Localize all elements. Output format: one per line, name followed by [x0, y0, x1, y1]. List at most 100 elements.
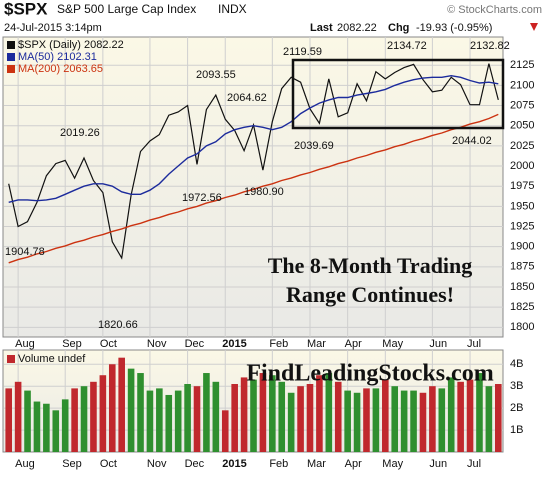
volume-bar [485, 386, 493, 452]
legend-swatch [7, 53, 15, 61]
volume-bar [118, 357, 125, 452]
y-tick-label: 1875 [510, 261, 534, 273]
volume-bar [287, 392, 295, 452]
legend-label: MA(50) 2102.31 [18, 51, 97, 63]
y-tick-label: 2000 [510, 160, 534, 172]
watermark: FindLeadingStocks.com [246, 361, 493, 387]
volume-bar [14, 381, 22, 452]
volume-bar [61, 399, 69, 452]
x-tick-label: Mar [307, 458, 326, 470]
legend-swatch [7, 355, 15, 363]
price-annotation: 2119.59 [283, 46, 322, 58]
volume-bar [52, 410, 60, 452]
volume-bar [447, 377, 455, 452]
volume-bar [269, 375, 276, 452]
volume-bar [193, 386, 201, 452]
x-tick-label: Sep [62, 458, 82, 470]
volume-bar [108, 364, 116, 452]
x-tick-label: Apr [345, 338, 362, 350]
volume-bar [231, 384, 238, 452]
volume-bar [494, 384, 502, 452]
volume-bar [174, 390, 182, 452]
exchange: INDX [218, 2, 247, 16]
x-tick-label: Nov [147, 458, 167, 470]
x-tick-label: Aug [15, 338, 35, 350]
callout-line: The 8-Month Trading [268, 253, 473, 278]
y-tick-label: 2075 [510, 99, 534, 111]
price-line [8, 74, 499, 203]
x-tick-label: Feb [269, 338, 288, 350]
legend-label: Volume undef [18, 353, 86, 365]
x-tick-label: May [382, 338, 403, 350]
x-tick-label: Jun [429, 458, 447, 470]
price-annotation: 1820.66 [98, 319, 138, 331]
x-tick-label: Feb [269, 458, 288, 470]
volume-bar [372, 388, 380, 452]
price-annotation: 1972.56 [182, 192, 222, 204]
volume-bar [127, 368, 135, 452]
y-tick-label: 1925 [510, 220, 534, 232]
volume-bar [297, 386, 304, 452]
volume-bar [221, 410, 229, 452]
volume-bar [344, 390, 351, 452]
datetime: 24-Jul-2015 3:14pm [4, 22, 102, 34]
volume-bar [391, 386, 399, 452]
volume-bar [438, 388, 446, 452]
last-value: 2082.22 [337, 22, 377, 34]
x-tick-label: Nov [147, 338, 167, 350]
volume-bar [203, 373, 210, 452]
credit: © StockCharts.com [447, 4, 542, 16]
x-tick-label: Dec [185, 458, 205, 470]
volume-bar [476, 373, 483, 452]
price-annotation: 2132.82 [470, 40, 510, 52]
y-tick-label: 3B [510, 380, 523, 392]
y-tick-label: 1B [510, 424, 523, 436]
volume-bar [278, 381, 286, 452]
x-tick-label: Apr [345, 458, 362, 470]
x-tick-label: Sep [62, 338, 82, 350]
volume-bar [325, 373, 333, 452]
symbol: $SPX [4, 0, 48, 18]
y-tick-label: 2125 [510, 59, 534, 71]
volume-bar [212, 381, 220, 452]
volume-bar [90, 381, 97, 452]
y-tick-label: 4B [510, 358, 523, 370]
volume-bar [429, 386, 436, 452]
volume-bar [259, 373, 267, 452]
y-tick-label: 2100 [510, 79, 534, 91]
price-annotation: 2134.72 [387, 40, 427, 52]
x-tick-label: May [382, 458, 403, 470]
volume-bar [353, 392, 361, 452]
y-tick-label: 2B [510, 402, 523, 414]
price-annotation: 2093.55 [196, 69, 236, 81]
y-tick-label: 1850 [510, 281, 534, 293]
volume-bar [137, 373, 144, 452]
volume-bar [24, 390, 31, 452]
volume-bar [316, 375, 323, 452]
x-tick-label: Aug [15, 458, 35, 470]
volume-bar [306, 384, 314, 452]
volume-bar [363, 388, 370, 452]
y-tick-label: 1825 [510, 301, 534, 313]
y-tick-label: 1975 [510, 180, 534, 192]
x-tick-label: 2015 [222, 338, 246, 350]
index-name: S&P 500 Large Cap Index [57, 2, 196, 16]
callout-line: Range Continues! [286, 282, 454, 307]
x-tick-label: Jun [429, 338, 447, 350]
volume-bar [71, 388, 78, 452]
chg-label: Chg [388, 22, 409, 34]
range-box [291, 58, 505, 130]
volume-bar [5, 388, 13, 452]
volume-bar [410, 390, 417, 452]
volume-bar [400, 390, 408, 452]
volume-bar [99, 375, 107, 452]
volume-bar [250, 379, 257, 452]
price-annotation: 2044.02 [452, 135, 492, 147]
price-line [8, 113, 499, 264]
price-annotation: 2019.26 [60, 127, 100, 139]
y-tick-label: 2050 [510, 120, 534, 132]
chg-value: -19.93 (-0.95%) [416, 22, 492, 34]
volume-bar [33, 401, 41, 452]
price-annotation: 1904.78 [5, 246, 45, 258]
